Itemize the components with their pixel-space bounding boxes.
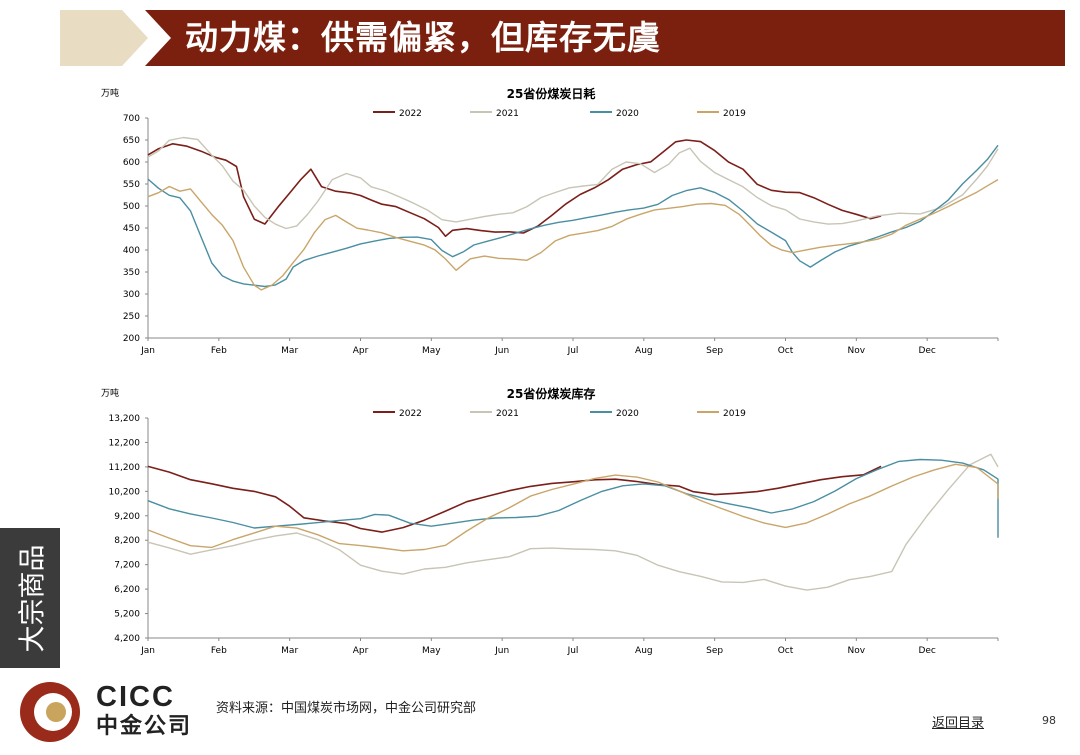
- x-tick-label: May: [422, 646, 441, 656]
- series-line-2021: [147, 136, 999, 230]
- y-tick-label: 250: [123, 312, 140, 322]
- header-chevron: [60, 10, 170, 66]
- x-tick-label: Jan: [140, 646, 155, 656]
- y-tick-label: 400: [123, 246, 140, 256]
- x-tick-label: Oct: [778, 346, 794, 356]
- inventory-chart: 万吨 25省份煤炭库存 4,200 5,200 6,200 7,200 8,200 9,200…: [101, 386, 999, 656]
- y-tick-label: 8,200: [114, 536, 140, 546]
- legend-label-2019: 2019: [723, 409, 746, 419]
- series-line-2019: [147, 178, 999, 291]
- series-line-2019: [147, 463, 999, 552]
- x-tick-label: Aug: [635, 646, 653, 656]
- x-tick-label: Jun: [494, 346, 509, 356]
- logo-text-en: CICC: [96, 681, 175, 713]
- y-tick-label: 700: [123, 114, 140, 124]
- x-tick-label: Mar: [281, 346, 298, 356]
- x-tick-label: Jun: [494, 646, 509, 656]
- y-tick-label: 7,200: [114, 561, 140, 571]
- y-tick-label: 450: [123, 224, 140, 234]
- chevron-shape: [60, 10, 148, 66]
- x-tick-label: Sep: [706, 646, 723, 656]
- x-tick-label: Oct: [778, 646, 794, 656]
- y-tick-label: 650: [123, 136, 140, 146]
- x-tick-label: Dec: [918, 346, 935, 356]
- x-tick-label: Jan: [140, 346, 155, 356]
- page-number: 98: [1042, 714, 1056, 727]
- y-tick-label: 4,200: [114, 634, 140, 644]
- series-line-2021: [147, 453, 999, 591]
- legend-label-2021: 2021: [496, 109, 519, 119]
- series-line-2020: [147, 144, 999, 288]
- y-tick-label: 200: [123, 334, 140, 344]
- side-tab[interactable]: 大宗商品: [0, 528, 60, 668]
- chart-title: 25省份煤炭日耗: [507, 86, 596, 101]
- legend-label-2022: 2022: [399, 109, 422, 119]
- x-tick-label: Dec: [918, 646, 935, 656]
- source-note: 资料来源：中国煤炭市场网，中金公司研究部: [216, 701, 477, 716]
- y-tick-label: 12,200: [109, 438, 141, 448]
- y-unit-label: 万吨: [101, 87, 119, 99]
- x-tick-label: Feb: [211, 646, 227, 656]
- x-tick-label: Jul: [567, 646, 579, 656]
- logo-text-cn: 中金公司: [96, 714, 193, 739]
- legend-label-2020: 2020: [616, 409, 639, 419]
- series-line-2020: [147, 458, 999, 538]
- y-tick-label: 11,200: [109, 463, 141, 473]
- legend-label-2019: 2019: [723, 109, 746, 119]
- y-tick-label: 6,200: [114, 585, 140, 595]
- y-tick-label: 600: [123, 158, 140, 168]
- cicc-logo-icon: [20, 682, 80, 742]
- back-to-toc-link[interactable]: 返回目录: [932, 716, 985, 731]
- x-tick-label: Apr: [353, 346, 369, 356]
- x-tick-label: May: [422, 346, 441, 356]
- daily-consumption-chart: 万吨 25省份煤炭日耗 200 250 300 350 400 450 500 550 600 650…: [101, 86, 999, 356]
- x-tick-label: Nov: [848, 346, 866, 356]
- y-tick-label: 5,200: [114, 610, 140, 620]
- header-bar: [145, 10, 1065, 66]
- side-tab-label: 大宗商品: [17, 544, 49, 652]
- x-tick-label: Sep: [706, 346, 723, 356]
- chart-title: 25省份煤炭库存: [507, 386, 596, 401]
- legend-label-2021: 2021: [496, 409, 519, 419]
- y-unit-label: 万吨: [101, 387, 119, 399]
- x-tick-label: Mar: [281, 646, 298, 656]
- x-tick-label: Nov: [848, 646, 866, 656]
- series-line-2022: [147, 465, 882, 533]
- y-tick-label: 13,200: [109, 414, 141, 424]
- x-tick-label: Apr: [353, 646, 369, 656]
- series-line-2022: [147, 139, 882, 237]
- x-tick-label: Feb: [211, 346, 227, 356]
- y-tick-label: 10,200: [109, 487, 141, 497]
- page-title: 动力煤：供需偏紧，但库存无虞: [185, 18, 661, 57]
- y-tick-label: 550: [123, 180, 140, 190]
- legend-label-2020: 2020: [616, 109, 639, 119]
- x-tick-label: Aug: [635, 346, 653, 356]
- y-tick-label: 9,200: [114, 512, 140, 522]
- legend-label-2022: 2022: [399, 409, 422, 419]
- y-tick-label: 350: [123, 268, 140, 278]
- y-tick-label: 500: [123, 202, 140, 212]
- x-tick-label: Jul: [567, 346, 579, 356]
- y-tick-label: 300: [123, 290, 140, 300]
